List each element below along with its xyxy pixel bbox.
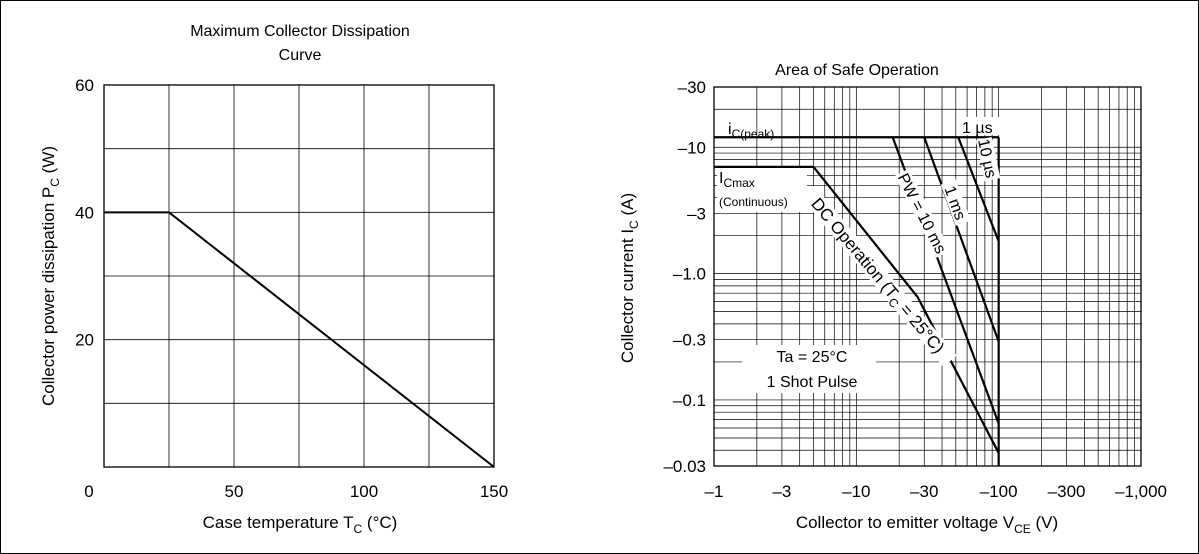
chart2-plot-border (713, 86, 1142, 467)
power-dissipation-chart: Maximum Collector Dissipation Curve 0 50 1… (39, 23, 508, 536)
ta-label: Ta = 25°C (777, 349, 848, 366)
chart1-x-axis-label: Case temperature TC (°C) (203, 513, 398, 536)
chart1-y-axis-label: Collector power dissipation PC (W) (39, 146, 62, 406)
one-ms-label: 1 ms (940, 184, 968, 222)
chart1-tick-labels: 0 50 100 150 20 40 60 (75, 76, 508, 501)
chart1-x-tick-label: 50 (225, 482, 244, 501)
chart2-x-tick-label: –30 (910, 482, 938, 501)
ten-us-label-bg (975, 136, 1001, 182)
note-label-bg (742, 345, 876, 393)
icmax-label: ICmax (719, 170, 755, 190)
icmax-label-bg (717, 168, 807, 212)
chart1-y-tick-label: 60 (75, 76, 94, 95)
continuous-label: (Continuous) (719, 195, 788, 209)
chart1-series-line (104, 211, 495, 468)
chart2-x-tick-label: –10 (842, 482, 870, 501)
ic-peak-label: iC(peak) (728, 121, 774, 141)
chart2-tick-labels: –1 –3 –10 –30 –100 –300 –1,000 –30 –10 –3 –1.0 –0.3… (663, 78, 1167, 501)
chart2-y-tick-label: –1.0 (673, 265, 706, 284)
chart2-x-tick-label: –100 (980, 482, 1018, 501)
shot-pulse-label: 1 Shot Pulse (767, 374, 858, 391)
one-us-label-bg (957, 117, 1003, 135)
chart2-x-axis-label: Collector to emitter voltage VCE (V) (796, 513, 1058, 536)
chart1-title-line2: Curve (279, 47, 322, 64)
chart2-series-line (923, 136, 1000, 342)
chart1-title-line1: Maximum Collector Dissipation (190, 23, 410, 40)
chart2-y-tick-label: –10 (678, 138, 706, 157)
chart1-x-tick-label: 150 (480, 482, 508, 501)
chart1-x-tick-label: 0 (84, 482, 93, 501)
ten-us-label: 10 µs (974, 137, 999, 179)
chart2-x-tick-label: –1 (705, 482, 724, 501)
chart2-y-tick-label: –0.1 (673, 391, 706, 410)
chart2-y-axis-label: Collector current IC (A) (618, 193, 641, 363)
chart2-y-tick-label: –0.3 (673, 331, 706, 350)
dc-operation-label-bg (800, 185, 957, 368)
chart2-series-line (812, 166, 1000, 454)
chart2-x-tick-label: –3 (772, 482, 791, 501)
one-ms-label-bg (940, 179, 971, 227)
ten-us-label-group: 10 µs (974, 136, 1001, 182)
chart2-y-tick-label: –0.03 (663, 457, 706, 476)
chart1-y-tick-label: 40 (75, 203, 94, 222)
chart1-y-tick-label: 20 (75, 331, 94, 350)
chart2-x-tick-label: –1,000 (1115, 482, 1167, 501)
one-ms-label-group: 1 ms (940, 179, 971, 227)
safe-operation-chart: Area of Safe Operation –1 –3 –10 –30 –100 –30… (618, 62, 1167, 536)
chart1-series (104, 211, 495, 468)
pw-label-bg (894, 168, 951, 258)
chart2-series-line (957, 136, 1000, 242)
one-us-label: 1 µs (962, 120, 993, 137)
chart2-y-tick-label: –3 (687, 204, 706, 223)
chart2-y-tick-label: –30 (678, 78, 706, 97)
chart1-grid (103, 84, 495, 468)
chart1-x-tick-label: 100 (350, 482, 378, 501)
chart2-title: Area of Safe Operation (775, 62, 939, 79)
chart2-x-tick-label: –300 (1048, 482, 1086, 501)
